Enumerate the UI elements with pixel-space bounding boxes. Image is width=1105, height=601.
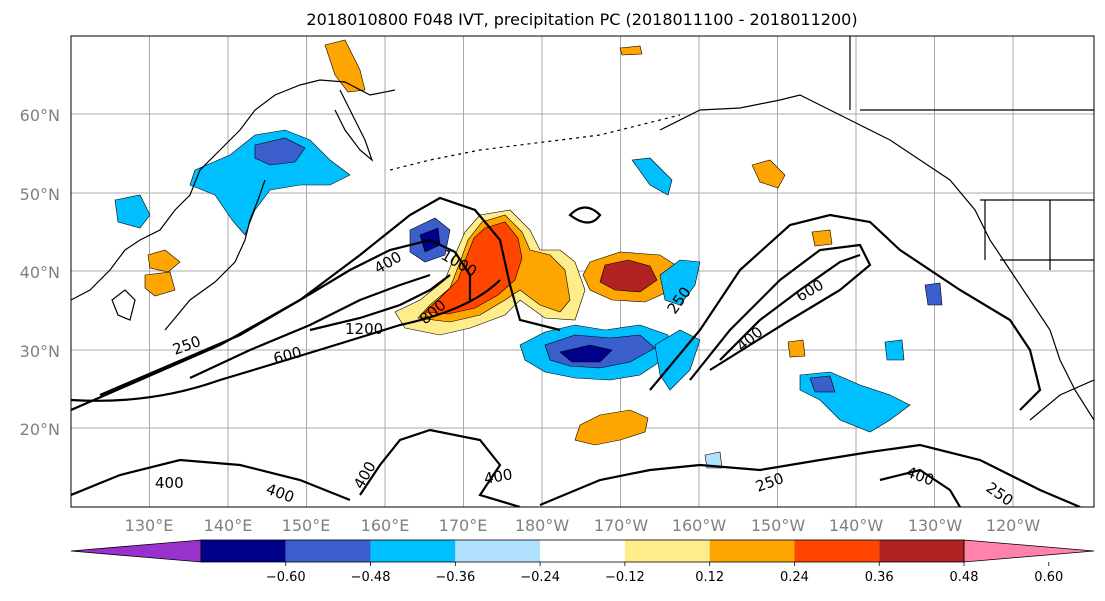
precip-patch-ne-2	[811, 229, 833, 247]
ivt-contour-600-west	[189, 273, 431, 379]
lon-label: 140°E	[204, 516, 253, 535]
lon-label: 150°E	[282, 516, 331, 535]
ivt-contour-1200	[309, 274, 451, 332]
precip-patch-japan-2	[144, 271, 176, 297]
precip-patch-kamchatka	[324, 39, 366, 93]
colorbar-segment	[879, 540, 964, 562]
colorbar-tick-label: 0.48	[950, 570, 979, 585]
colorbar-tick-label: 0.36	[865, 570, 894, 585]
colorbar-extend-min	[70, 539, 202, 563]
precip-negative-patches	[114, 129, 943, 469]
colorbar-segment	[540, 540, 625, 562]
lat-label: 30°N	[20, 342, 60, 361]
mexico-coast	[1029, 379, 1094, 421]
colorbar-tick-label: 0.60	[1034, 570, 1063, 585]
ivt-contour-south-250	[539, 443, 1081, 507]
ivt-contour-small-ring	[568, 206, 602, 224]
colorbar-tick-label: −0.12	[605, 570, 645, 585]
map-panel: 400 1000 250 1200 800 600 250 600 400 40…	[70, 35, 1095, 508]
precip-patch-20n	[574, 409, 649, 446]
colorbar-tick-label: −0.48	[351, 570, 391, 585]
lon-label: 130°W	[908, 516, 963, 535]
japan	[164, 179, 266, 331]
colorbar-extend-max	[963, 539, 1095, 563]
precip-patch-ne-1	[751, 159, 786, 189]
ivt-contour-600-east	[719, 253, 861, 361]
colorbar-tick-label: −0.60	[266, 570, 306, 585]
lat-label: 40°N	[20, 263, 60, 282]
aleutians	[389, 114, 681, 171]
korea	[111, 289, 136, 321]
ivt-contour-se-400	[879, 468, 961, 507]
kamchatka	[334, 89, 374, 162]
lon-label: 160°W	[672, 516, 727, 535]
colorbar-segment	[794, 540, 880, 562]
longitude-labels: 130°E 140°E 150°E 160°E 170°E 180°W 170°…	[125, 516, 1041, 535]
latitude-labels: 20°N 30°N 40°N 50°N 60°N	[20, 106, 60, 439]
colorbar-segment	[201, 540, 286, 562]
ivt-contour-250-closed-west	[71, 279, 501, 402]
colorbar-tick-label: −0.36	[435, 570, 475, 585]
ivt-contour-250-east	[649, 213, 1042, 411]
ivt-contours	[71, 196, 1081, 507]
precip-patch-japan-1	[147, 249, 181, 273]
precip-patch-japan-blue	[114, 194, 151, 229]
north-america-interior	[849, 36, 1094, 270]
precip-patch-red-core	[424, 221, 523, 315]
precip-patch-hawaii	[884, 339, 905, 361]
precip-patch-140w-core	[809, 375, 836, 393]
precip-patch-ne-4	[787, 339, 806, 358]
colorbar-segment	[285, 540, 371, 562]
figure-title: 2018010800 F048 IVT, precipitation PC (2…	[306, 10, 857, 29]
colorbar-segment	[455, 540, 541, 562]
contour-label: 400	[483, 465, 514, 488]
colorbar-frame	[200, 539, 965, 563]
precip-patch-170w-core	[599, 259, 658, 293]
lon-label: 150°W	[751, 516, 806, 535]
coastlines	[71, 36, 1094, 421]
precip-patch-30n-dark	[559, 344, 613, 363]
alaska-coast	[659, 94, 1094, 421]
colorbar-tick-label: 0.12	[695, 570, 724, 585]
precip-positive-patches	[144, 39, 833, 446]
ivt-contour-250-west	[71, 196, 561, 412]
lon-label: 170°E	[439, 516, 488, 535]
lon-label: 130°E	[125, 516, 174, 535]
map-frame	[70, 35, 1095, 508]
lat-label: 60°N	[20, 106, 60, 125]
lon-label: 160°E	[361, 516, 410, 535]
ivt-contour-400-west	[99, 238, 472, 397]
lon-label: 180°W	[515, 516, 570, 535]
precip-patch-ne-3	[619, 45, 643, 56]
colorbar-tick-label: −0.24	[520, 570, 560, 585]
precip-patch-okhotsk	[189, 129, 351, 236]
ivt-contour-400-east	[689, 243, 872, 381]
precip-patch-okhotsk-core	[254, 137, 306, 166]
colorbar-segment	[624, 540, 710, 562]
colorbar-tick-label: 0.24	[780, 570, 809, 585]
lon-label: 140°W	[829, 516, 884, 535]
lon-label: 120°W	[986, 516, 1041, 535]
contour-label: 1200	[345, 320, 383, 338]
lat-label: 20°N	[20, 420, 60, 439]
precip-patch-west-coast	[924, 282, 943, 306]
ivt-contour-south-400	[71, 428, 521, 507]
colorbar-segment	[370, 540, 456, 562]
asia-coast	[71, 79, 396, 301]
precip-patch-165w	[659, 259, 701, 306]
lon-label: 170°W	[594, 516, 649, 535]
precip-patch-gulf	[631, 157, 673, 196]
colorbar-segment	[709, 540, 795, 562]
contour-label: 400	[155, 474, 184, 492]
lat-label: 50°N	[20, 185, 60, 204]
precip-patch-21n	[704, 451, 723, 469]
colorbar: −0.60 −0.48 −0.36 −0.24 −0.12 0.12 0.24 0.36 0.4…	[70, 539, 1095, 585]
